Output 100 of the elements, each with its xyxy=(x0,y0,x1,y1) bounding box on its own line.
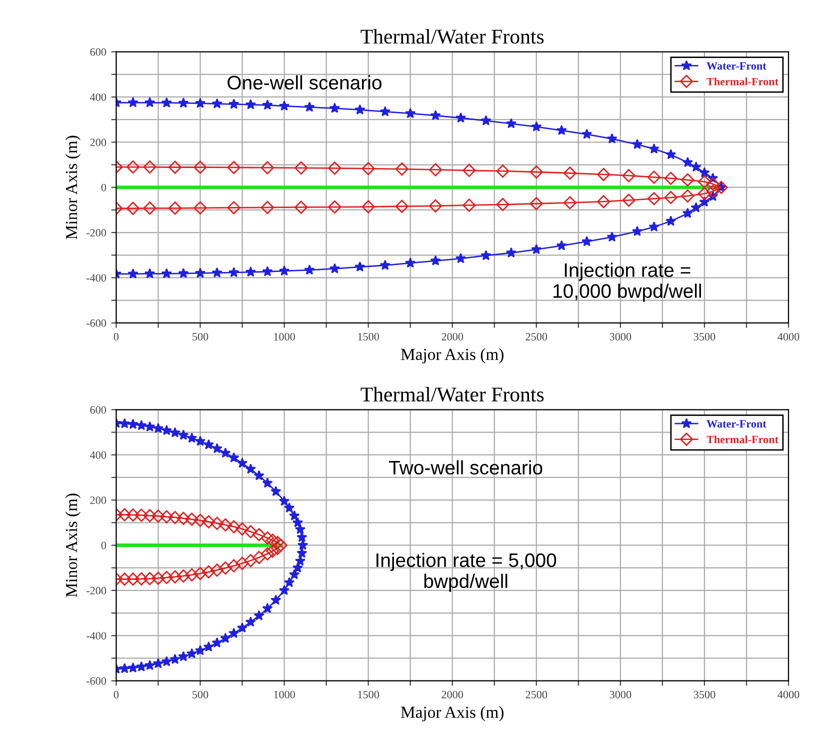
legend-label: Thermal-Front xyxy=(706,435,778,444)
y-tick-label: -200 xyxy=(86,229,106,237)
point xyxy=(126,508,140,522)
point xyxy=(260,200,274,214)
point xyxy=(212,442,222,454)
point xyxy=(428,199,442,212)
point xyxy=(134,572,148,586)
point xyxy=(252,528,266,542)
point xyxy=(530,197,543,210)
point xyxy=(262,602,273,614)
point xyxy=(563,196,577,210)
point xyxy=(152,510,165,523)
x-tick-label: 2000 xyxy=(442,332,464,340)
x-tick-label: 4000 xyxy=(778,690,800,698)
point xyxy=(698,187,712,200)
point xyxy=(530,165,543,179)
x-tick-label: 4000 xyxy=(778,332,800,340)
point xyxy=(210,564,224,577)
point xyxy=(647,192,661,206)
point xyxy=(186,432,198,443)
annotation: One-well scenario xyxy=(228,75,382,90)
y-axis-title: Minor Axis (m) xyxy=(65,494,81,598)
point xyxy=(168,160,182,174)
point xyxy=(176,569,190,583)
point xyxy=(152,422,164,434)
x-tick-label: 1000 xyxy=(274,332,295,340)
point xyxy=(664,172,678,185)
x-tick-label: 3500 xyxy=(694,332,716,340)
point xyxy=(496,164,510,178)
point xyxy=(278,496,290,506)
annotation: Two-well scenario xyxy=(388,460,542,475)
point xyxy=(228,452,240,462)
point xyxy=(260,161,274,174)
point xyxy=(698,175,712,188)
point xyxy=(328,162,342,175)
point xyxy=(186,648,198,658)
point xyxy=(236,622,248,633)
point xyxy=(119,418,130,428)
point xyxy=(284,502,295,513)
point xyxy=(128,418,138,429)
point xyxy=(245,464,256,474)
point xyxy=(143,509,156,522)
y-axis-title: Minor Axis (m) xyxy=(65,136,81,240)
point xyxy=(260,531,274,545)
point xyxy=(706,177,720,191)
point xyxy=(244,525,258,538)
point xyxy=(119,663,130,674)
point xyxy=(270,594,282,605)
y-tick-label: -200 xyxy=(86,586,106,594)
x-tick-label: 3500 xyxy=(694,690,716,698)
point xyxy=(194,160,207,174)
point xyxy=(395,200,409,213)
x-tick-label: 1000 xyxy=(274,690,295,698)
point xyxy=(681,189,694,203)
point xyxy=(143,572,156,586)
point xyxy=(185,512,198,526)
y-tick-label: 200 xyxy=(90,496,106,504)
point xyxy=(362,200,375,214)
point xyxy=(597,168,610,182)
point xyxy=(266,544,280,558)
point xyxy=(118,572,132,586)
point xyxy=(194,514,207,527)
y-tick-label: -600 xyxy=(86,677,106,685)
point xyxy=(168,570,182,584)
point xyxy=(262,478,273,488)
point xyxy=(244,554,258,568)
point xyxy=(270,536,284,550)
point xyxy=(176,512,190,525)
point xyxy=(496,198,510,212)
point xyxy=(681,173,694,186)
point xyxy=(202,515,216,528)
point xyxy=(236,556,249,570)
point xyxy=(706,184,720,198)
point xyxy=(212,637,222,648)
point xyxy=(194,201,207,215)
point xyxy=(260,547,274,560)
point xyxy=(294,161,308,175)
point xyxy=(170,654,180,664)
point xyxy=(134,508,148,522)
y-tick-label: 200 xyxy=(90,138,106,146)
point xyxy=(185,568,198,582)
point xyxy=(622,194,636,207)
point xyxy=(202,565,216,578)
point xyxy=(218,561,232,575)
point xyxy=(395,162,409,176)
point xyxy=(194,644,206,656)
point xyxy=(161,424,172,436)
point xyxy=(597,195,610,208)
x-tick-label: 0 xyxy=(114,690,119,698)
point xyxy=(128,662,138,673)
point xyxy=(161,656,172,666)
x-tick-label: 1500 xyxy=(358,332,379,340)
point xyxy=(647,170,661,184)
point xyxy=(284,576,295,588)
point xyxy=(664,190,678,204)
point xyxy=(294,200,308,214)
point xyxy=(289,569,300,580)
point xyxy=(220,448,231,458)
point xyxy=(136,661,147,672)
y-tick-label: 400 xyxy=(90,93,106,101)
